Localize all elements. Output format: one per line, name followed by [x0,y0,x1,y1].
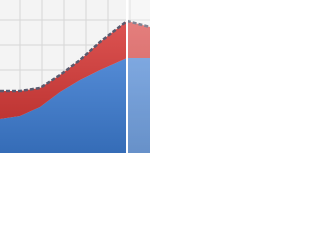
area-shade [0,21,150,119]
top-line [0,19,150,93]
cursor-fade [127,0,150,153]
page: {"chart_data": {"type": "stacked-area", … [0,0,150,153]
area-shade [0,58,150,153]
chart [0,0,150,153]
